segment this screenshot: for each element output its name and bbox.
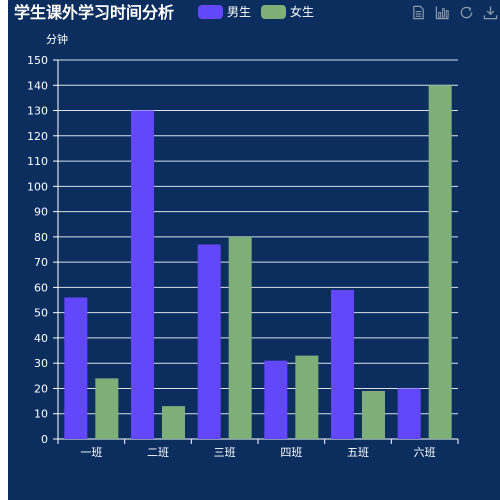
legend-label-male: 男生 bbox=[227, 5, 252, 19]
y-tick-label: 50 bbox=[34, 307, 48, 320]
bar-female-1[interactable] bbox=[95, 378, 119, 439]
bar-female-2[interactable] bbox=[162, 406, 185, 439]
bar-chart-icon[interactable] bbox=[435, 5, 450, 20]
bar-female-5[interactable] bbox=[362, 390, 385, 439]
legend-item-male[interactable]: 男生 bbox=[198, 5, 251, 19]
bar-female-6[interactable] bbox=[428, 85, 452, 440]
y-tick-label: 30 bbox=[34, 357, 48, 370]
y-tick-label: 80 bbox=[34, 231, 48, 244]
download-icon[interactable] bbox=[483, 5, 498, 20]
chart-title: 学生课外学习时间分析 bbox=[14, 3, 175, 22]
y-tick-label: 130 bbox=[27, 105, 48, 118]
y-tick-label: 20 bbox=[34, 382, 48, 395]
bar-male-2[interactable] bbox=[131, 110, 154, 440]
x-tick-label: 一班 bbox=[80, 446, 102, 459]
x-tick-label: 二班 bbox=[147, 446, 169, 459]
y-axis-label: 分钟 bbox=[46, 33, 68, 46]
y-tick-label: 40 bbox=[34, 332, 48, 345]
y-tick-label: 0 bbox=[41, 433, 48, 446]
data-view-icon[interactable] bbox=[411, 5, 426, 20]
y-tick-label: 10 bbox=[34, 408, 48, 421]
legend-swatch-male bbox=[198, 5, 223, 19]
bar-male-5[interactable] bbox=[331, 289, 354, 439]
bar-male-1[interactable] bbox=[64, 297, 88, 439]
y-tick-label: 90 bbox=[34, 206, 48, 219]
y-tick-label: 110 bbox=[27, 155, 48, 168]
legend-item-female[interactable]: 女生 bbox=[261, 5, 314, 19]
y-tick-label: 100 bbox=[27, 180, 48, 193]
bar-female-3[interactable] bbox=[228, 236, 252, 439]
x-tick-label: 五班 bbox=[347, 446, 369, 459]
x-tick-label: 三班 bbox=[214, 446, 236, 459]
y-tick-label: 70 bbox=[34, 256, 48, 269]
toolbox bbox=[411, 5, 498, 20]
legend: 男生 女生 bbox=[198, 4, 314, 20]
legend-swatch-female bbox=[261, 5, 287, 19]
y-tick-label: 150 bbox=[27, 54, 48, 67]
bar-male-6[interactable] bbox=[397, 388, 421, 439]
y-tick-label: 120 bbox=[27, 130, 48, 143]
x-tick-label: 四班 bbox=[280, 446, 302, 459]
x-tick-label: 六班 bbox=[414, 446, 436, 459]
y-tick-label: 140 bbox=[27, 79, 48, 92]
bar-female-4[interactable] bbox=[295, 355, 319, 439]
legend-label-female: 女生 bbox=[290, 5, 315, 19]
refresh-icon[interactable] bbox=[459, 5, 474, 20]
y-tick-label: 60 bbox=[34, 281, 48, 294]
bar-male-4[interactable] bbox=[264, 360, 288, 439]
bar-male-3[interactable] bbox=[197, 244, 221, 439]
